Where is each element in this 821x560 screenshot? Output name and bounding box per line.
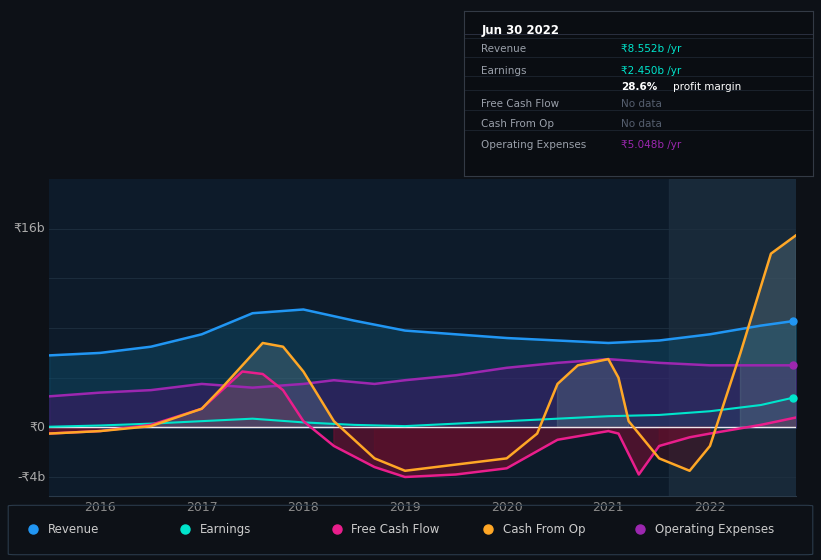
Text: Cash From Op: Cash From Op [481, 119, 554, 129]
Text: ₹16b: ₹16b [13, 222, 45, 235]
Text: ₹2.450b /yr: ₹2.450b /yr [621, 66, 681, 76]
Text: Earnings: Earnings [200, 523, 251, 536]
Text: -₹4b: -₹4b [17, 470, 45, 483]
Text: Cash From Op: Cash From Op [503, 523, 585, 536]
Text: Operating Expenses: Operating Expenses [655, 523, 774, 536]
Text: No data: No data [621, 99, 662, 109]
Text: ₹5.048b /yr: ₹5.048b /yr [621, 140, 681, 150]
Text: Free Cash Flow: Free Cash Flow [481, 99, 559, 109]
Bar [669, 179, 796, 496]
Text: 28.6%: 28.6% [621, 82, 657, 92]
Text: profit margin: profit margin [673, 82, 741, 92]
Text: Earnings: Earnings [481, 66, 527, 76]
Text: Revenue: Revenue [481, 44, 526, 54]
Text: ₹0: ₹0 [30, 421, 45, 434]
Text: No data: No data [621, 119, 662, 129]
Text: Operating Expenses: Operating Expenses [481, 140, 586, 150]
Text: Free Cash Flow: Free Cash Flow [351, 523, 440, 536]
Text: ₹8.552b /yr: ₹8.552b /yr [621, 44, 681, 54]
Text: Revenue: Revenue [48, 523, 99, 536]
Text: Jun 30 2022: Jun 30 2022 [481, 25, 559, 38]
